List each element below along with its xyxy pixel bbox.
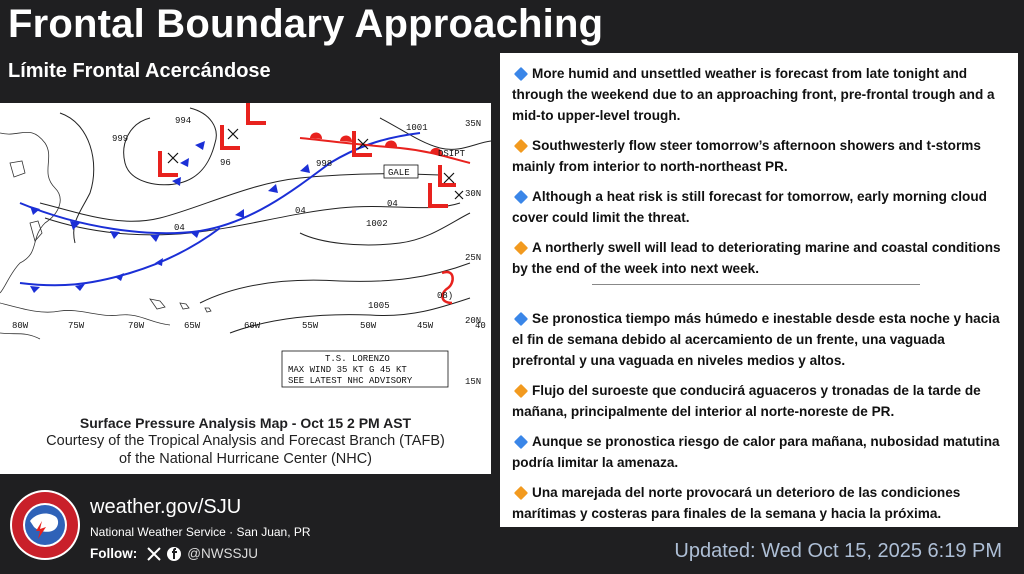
coastline: [0, 131, 212, 340]
blue-diamond-icon: [513, 311, 529, 326]
advisory-line: SEE LATEST NHC ADVISORY: [288, 376, 413, 386]
bullets-spanish: Se pronostica tiempo más húmedo e inesta…: [512, 308, 1012, 533]
orange-diamond-icon: [513, 383, 529, 398]
lat-label: 15N: [465, 377, 481, 387]
low-pressure-markers: [158, 103, 456, 208]
longitude-labels: 80W 75W 70W 65W 60W 55W 50W 45W 40: [12, 321, 486, 331]
page-title: Frontal Boundary Approaching: [8, 2, 604, 46]
blue-diamond-icon: [513, 66, 529, 81]
pressure-label: 1001: [406, 123, 428, 133]
updated-timestamp: Updated: Wed Oct 15, 2025 6:19 PM: [674, 540, 1002, 562]
gale-tag: GALE: [388, 168, 410, 178]
orange-diamond-icon: [513, 138, 529, 153]
forecast-bullet: Flujo del suroeste que conducirá aguacer…: [512, 383, 981, 419]
lon-label: 50W: [360, 321, 377, 331]
map-caption: Surface Pressure Analysis Map - Oct 15 2…: [0, 415, 491, 467]
lon-label: 70W: [128, 321, 145, 331]
latitude-labels: 35N 30N 25N 20N 15N: [465, 119, 481, 387]
lon-label: 40: [475, 321, 486, 331]
page-subtitle: Límite Frontal Acercándose: [8, 60, 271, 82]
surface-pressure-map: 999 994 96 1001 998 04 04 04 1002 1005 0…: [0, 103, 491, 388]
forecast-bullet: Una marejada del norte provocará un dete…: [512, 485, 961, 521]
orange-diamond-icon: [513, 240, 529, 255]
pressure-label: 04: [174, 223, 185, 233]
lat-label: 30N: [465, 189, 481, 199]
follow-label: Follow:: [90, 546, 138, 561]
pressure-label: 1002: [366, 219, 388, 229]
pressure-label: 999: [112, 134, 128, 144]
pressure-label: 96: [220, 158, 231, 168]
bullets-english: More humid and unsettled weather is fore…: [512, 63, 1012, 288]
lon-label: 55W: [302, 321, 319, 331]
divider: [592, 284, 920, 285]
forecast-bullet: Southwesterly flow steer tomorrow’s afte…: [512, 138, 981, 174]
map-panel: 999 994 96 1001 998 04 04 04 1002 1005 0…: [0, 103, 491, 474]
nws-logo: [10, 490, 80, 560]
pressure-label: 04: [295, 206, 306, 216]
caption-title: Surface Pressure Analysis Map - Oct 15 2…: [79, 415, 412, 431]
facebook-icon[interactable]: [167, 546, 182, 561]
website-link[interactable]: weather.gov/SJU: [90, 496, 242, 518]
isobars: [39, 107, 491, 334]
social-handle[interactable]: @NWSSJU: [187, 546, 258, 561]
x-icon[interactable]: [147, 546, 161, 561]
forecast-bullet: Although a heat risk is still forecast f…: [512, 189, 987, 225]
caption-credit: of the National Hurricane Center (NHC): [118, 451, 373, 467]
lon-label: 80W: [12, 321, 29, 331]
forecast-bullet: Se pronostica tiempo más húmedo e inesta…: [512, 311, 1000, 368]
low-center-marks: [167, 128, 464, 200]
pressure-label: 08): [437, 291, 453, 301]
warm-front: [299, 132, 471, 164]
lat-label: 35N: [465, 119, 481, 129]
forecast-bullet: A northerly swell will lead to deteriora…: [512, 240, 1001, 276]
pressure-label: 04: [387, 199, 398, 209]
dsipt-tag: DSIPT: [438, 149, 466, 159]
blue-diamond-icon: [513, 189, 529, 204]
caption-credit: Courtesy of the Tropical Analysis and Fo…: [46, 433, 445, 449]
lat-label: 25N: [465, 253, 481, 263]
pressure-labels: 999 994 96 1001 998 04 04 04 1002 1005 0…: [112, 116, 453, 311]
lat-label: 20N: [465, 316, 481, 326]
advisory-line: MAX WIND 35 KT G 45 KT: [288, 365, 407, 375]
forecast-bullet: Aunque se pronostica riesgo de calor par…: [512, 434, 1000, 470]
lon-label: 75W: [68, 321, 85, 331]
lon-label: 60W: [244, 321, 261, 331]
advisory-line: T.S. LORENZO: [325, 354, 390, 364]
blue-diamond-icon: [513, 434, 529, 449]
lon-label: 45W: [417, 321, 434, 331]
forecast-panel: More humid and unsettled weather is fore…: [500, 53, 1018, 527]
pressure-label: 998: [316, 159, 332, 169]
storm-symbol: [441, 270, 454, 305]
office-name: National Weather Service · San Juan, PR: [90, 525, 311, 539]
orange-diamond-icon: [513, 485, 529, 500]
social-follow: Follow: @NWSSJU: [90, 546, 258, 561]
lon-label: 65W: [184, 321, 201, 331]
pressure-label: 1005: [368, 301, 390, 311]
forecast-bullet: More humid and unsettled weather is fore…: [512, 66, 995, 123]
pressure-label: 994: [175, 116, 191, 126]
